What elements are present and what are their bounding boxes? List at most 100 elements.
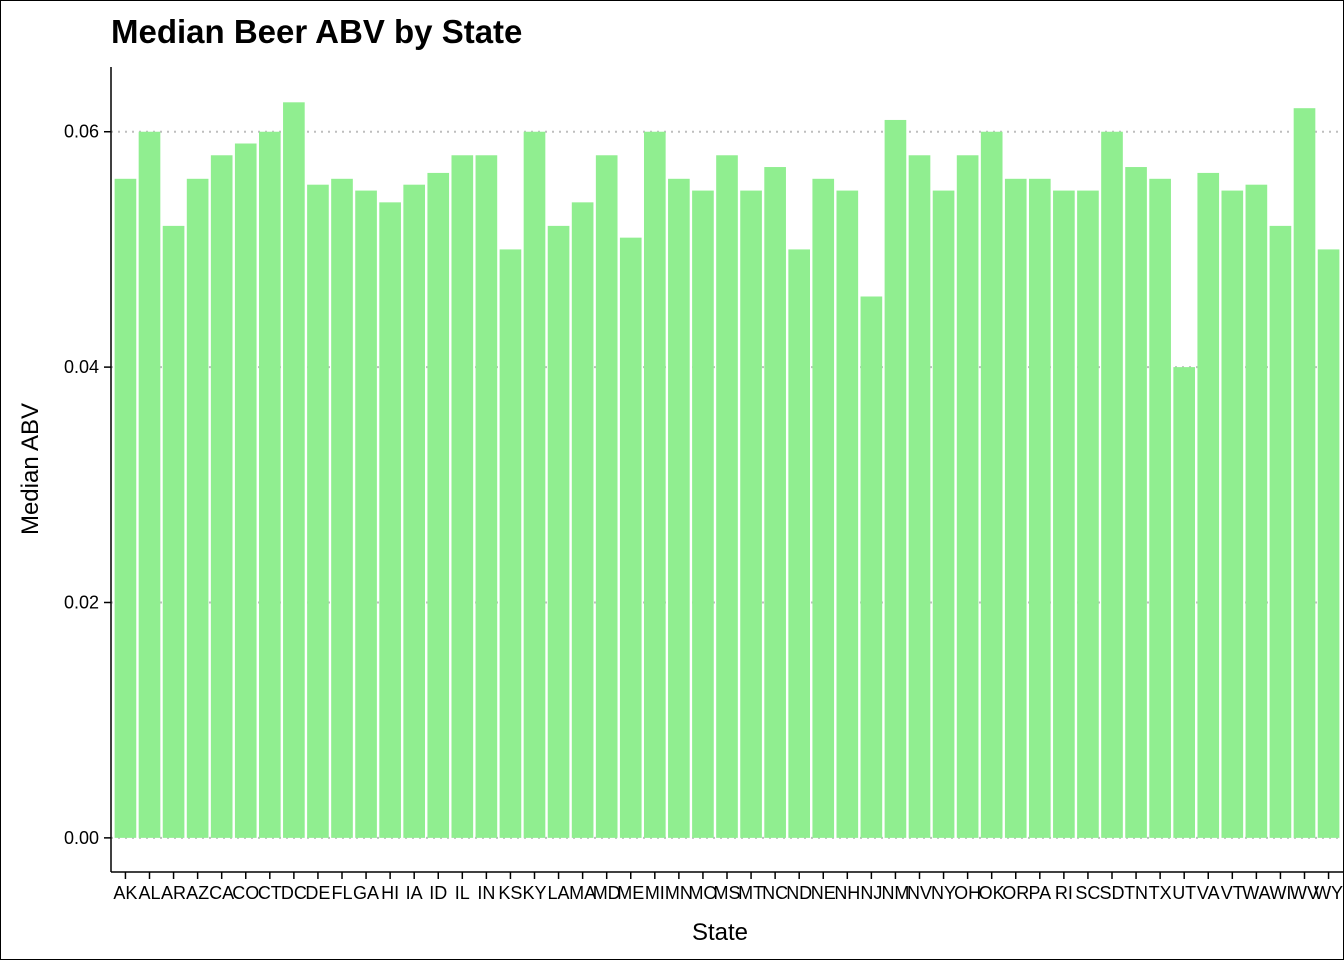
bar-nh [836,190,859,838]
bar-ia [403,184,426,838]
x-tick-label: KS [498,883,522,903]
x-tick-label: ME [617,883,644,903]
x-tick-label: NM [881,883,909,903]
x-tick-label: AZ [186,883,209,903]
x-tick-label: MA [569,883,596,903]
x-tick-label: HI [381,883,399,903]
x-tick-label: LA [548,883,570,903]
x-tick-label: MD [593,883,621,903]
x-tick-label: SD [1099,883,1124,903]
x-tick-label: NY [931,883,956,903]
bar-de [307,184,329,838]
bar-vt [1221,190,1244,838]
bar-sd [1101,131,1123,838]
x-axis-title: State [692,919,748,946]
bar-ak [114,178,137,838]
y-axis-title: Median ABV [17,403,44,535]
bars-layer [114,102,1340,838]
x-tick-label: RI [1055,883,1073,903]
bar-md [595,155,618,838]
y-tick-label: 0.00 [64,828,99,848]
bar-ok [980,131,1003,838]
x-tick-label: WA [1242,883,1270,903]
x-tick-label: GA [353,883,379,903]
bar-wa [1245,184,1268,838]
x-tick-label: UT [1172,883,1196,903]
x-tick-label: NV [907,883,932,903]
bar-wv [1293,108,1316,838]
bar-in [475,155,498,838]
bar-il [451,155,474,838]
bar-tx [1149,178,1171,838]
x-tick-label: MS [714,883,741,903]
x-tick-label: IA [406,883,423,903]
x-tick-label: KY [522,883,546,903]
x-tick-label: VT [1221,883,1244,903]
x-tick-label: MT [738,883,764,903]
bar-ri [1053,190,1075,838]
bar-la [547,225,570,838]
x-tick-label: AL [138,883,160,903]
x-tick-label: MO [688,883,717,903]
x-tick-label: IN [477,883,495,903]
bar-va [1197,172,1220,838]
x-tick-label: WY [1314,883,1343,903]
x-tick-label: CO [232,883,259,903]
bar-ne [812,178,835,838]
x-tick-label: PA [1028,883,1051,903]
bar-sc [1077,190,1099,838]
bar-ca [210,155,233,838]
x-tick-label: OR [1002,883,1029,903]
x-tick-label: OH [954,883,981,903]
bar-nv [908,155,931,838]
bar-nd [788,249,811,838]
bar-mo [692,190,714,838]
bar-nm [884,119,907,838]
x-tick-label: TN [1124,883,1148,903]
bar-ct [258,131,281,838]
x-tick-label: MN [665,883,693,903]
x-tick-label: ID [429,883,447,903]
bar-mn [668,178,690,838]
bar-ut [1173,367,1196,838]
bar-mt [740,190,762,838]
x-tick-label: NJ [860,883,882,903]
x-tick-label: IL [455,883,470,903]
x-tick-label: TX [1149,883,1172,903]
x-tick-label: CT [258,883,282,903]
x-tick-label: DE [305,883,330,903]
y-tick-label: 0.06 [64,122,99,142]
x-tick-label: WV [1290,883,1319,903]
x-tick-label: FL [331,883,352,903]
bar-ar [162,225,185,838]
x-tick-label: NE [811,883,836,903]
y-tick-label: 0.02 [64,592,99,612]
bar-wi [1269,225,1292,838]
bar-ky [523,131,546,838]
y-tick-label: 0.04 [64,357,99,377]
bar-hi [379,202,401,838]
bar-oh [956,155,979,838]
x-tick-label: MI [645,883,665,903]
bar-pa [1028,178,1051,838]
x-tick-label: DC [281,883,307,903]
bar-dc [283,102,305,838]
bar-ma [571,202,594,838]
bar-mi [643,131,666,838]
bar-nj [860,296,883,838]
x-tick-label: WI [1269,883,1291,903]
x-tick-label: NH [834,883,860,903]
bar-ny [932,190,955,838]
x-tick-label: AK [113,883,137,903]
x-tick-label: ND [786,883,812,903]
bar-tn [1125,167,1147,838]
bar-me [619,237,642,838]
bar-ms [716,155,738,838]
bar-ga [355,190,377,838]
bar-nc [764,167,786,838]
x-tick-label: CA [209,883,234,903]
x-tick-label: VA [1197,883,1220,903]
